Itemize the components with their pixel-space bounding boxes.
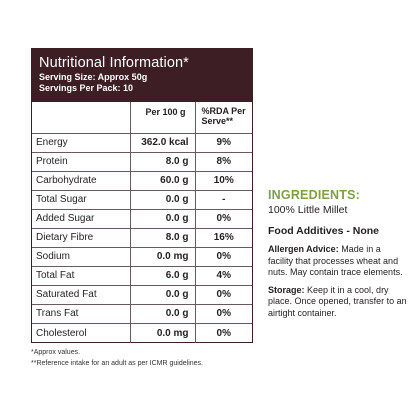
nutrient-name: Energy <box>32 132 131 153</box>
ingredients-text: 100% Little Millet <box>268 204 348 216</box>
nutrition-panel: Nutritional Information* Serving Size: A… <box>31 48 253 344</box>
table-header-row: Per 100 g %RDA Per Serve** <box>32 102 252 134</box>
nutrient-rda: 10% <box>194 170 252 191</box>
nutrient-rda: 8% <box>194 151 252 172</box>
nutrient-name: Sodium <box>32 247 131 268</box>
nutrient-rda: 4% <box>194 266 252 287</box>
nutrient-value: 0.0 g <box>129 189 196 210</box>
nutrient-value: 8.0 g <box>129 151 196 172</box>
nutrient-name: Dietary Fibre <box>32 227 131 249</box>
nutrient-value: 0.0 g <box>129 208 196 229</box>
ingredients-title: INGREDIENTS: <box>268 188 360 202</box>
header-rda-line1: %RDA Per <box>201 106 246 116</box>
nutrition-header: Nutritional Information* Serving Size: A… <box>32 49 252 102</box>
nutrient-name: Carbohydrate <box>32 170 131 191</box>
header-rda-line2: Serve** <box>201 116 234 126</box>
table-row: Trans Fat 0.0 g 0% <box>32 304 252 325</box>
nutrient-name: Saturated Fat <box>32 285 131 306</box>
table-row: Sodium 0.0 mg 0% <box>32 247 252 268</box>
nutrient-value: 0.0 g <box>129 285 196 306</box>
table-row: Protein 8.0 g 8% <box>32 151 252 172</box>
header-rda: %RDA Per Serve** <box>194 102 252 134</box>
table-row: Energy 362.0 kcal 9% <box>32 132 252 153</box>
nutrient-value: 362.0 kcal <box>129 132 196 153</box>
nutrient-rda: - <box>194 189 252 210</box>
nutrient-value: 0.0 mg <box>129 323 196 344</box>
header-per-100g: Per 100 g <box>129 102 196 134</box>
nutrient-name: Total Fat <box>32 266 131 287</box>
storage-advice: Storage: Keep it in a cool, dry place. O… <box>268 285 408 320</box>
nutrient-value: 8.0 g <box>129 227 196 249</box>
footnote-reference: **Reference intake for an adult as per I… <box>31 360 203 367</box>
nutrient-rda: 0% <box>194 304 252 325</box>
nutrient-name: Added Sugar <box>32 208 131 229</box>
ingredients-section: INGREDIENTS: 100% Little Millet Food Add… <box>268 188 408 319</box>
nutrient-value: 6.0 g <box>129 266 196 287</box>
allergen-label: Allergen Advice: <box>268 244 339 254</box>
nutrient-rda: 0% <box>194 323 252 344</box>
servings-per-pack: Servings Per Pack: 10 <box>39 83 134 93</box>
nutrient-rda: 16% <box>194 227 252 249</box>
allergen-text: Made in a facility that processes wheat … <box>268 244 403 277</box>
table-row: Dietary Fibre 8.0 g 16% <box>32 227 252 249</box>
storage-text: Keep it in a cool, dry place. Once opene… <box>268 284 407 318</box>
header-nutrient <box>32 102 131 134</box>
footnote-approx: *Approx values. <box>31 349 81 356</box>
table-row: Cholesterol 0.0 mg 0% <box>32 323 252 344</box>
nutrient-name: Trans Fat <box>32 304 131 325</box>
nutrition-title: Nutritional Information* <box>39 55 189 71</box>
storage-label: Storage: <box>268 284 305 295</box>
nutrient-rda: 9% <box>194 132 252 153</box>
nutrient-rda: 0% <box>194 285 252 306</box>
nutrient-name: Cholesterol <box>32 323 131 344</box>
table-row: Carbohydrate 60.0 g 10% <box>32 170 252 191</box>
table-row: Saturated Fat 0.0 g 0% <box>32 285 252 306</box>
allergen-advice: Allergen Advice: Made in a facility that… <box>268 244 408 279</box>
nutrient-rda: 0% <box>194 247 252 268</box>
nutrient-value: 0.0 mg <box>129 247 196 268</box>
serving-size: Serving Size: Approx 50g <box>39 72 148 82</box>
nutrition-table: Per 100 g %RDA Per Serve** Energy 362.0 k… <box>32 102 252 344</box>
table-row: Added Sugar 0.0 g 0% <box>32 208 252 229</box>
table-row: Total Fat 6.0 g 4% <box>32 266 252 287</box>
food-additives: Food Additives - None <box>268 225 380 237</box>
nutrient-name: Protein <box>32 151 131 172</box>
table-row: Total Sugar 0.0 g- <box>32 189 252 210</box>
nutrient-rda: 0% <box>194 208 252 229</box>
nutrient-value: 0.0 g <box>129 304 196 325</box>
nutrient-value: 60.0 g <box>129 170 196 191</box>
nutrient-name: Total Sugar <box>32 189 131 210</box>
